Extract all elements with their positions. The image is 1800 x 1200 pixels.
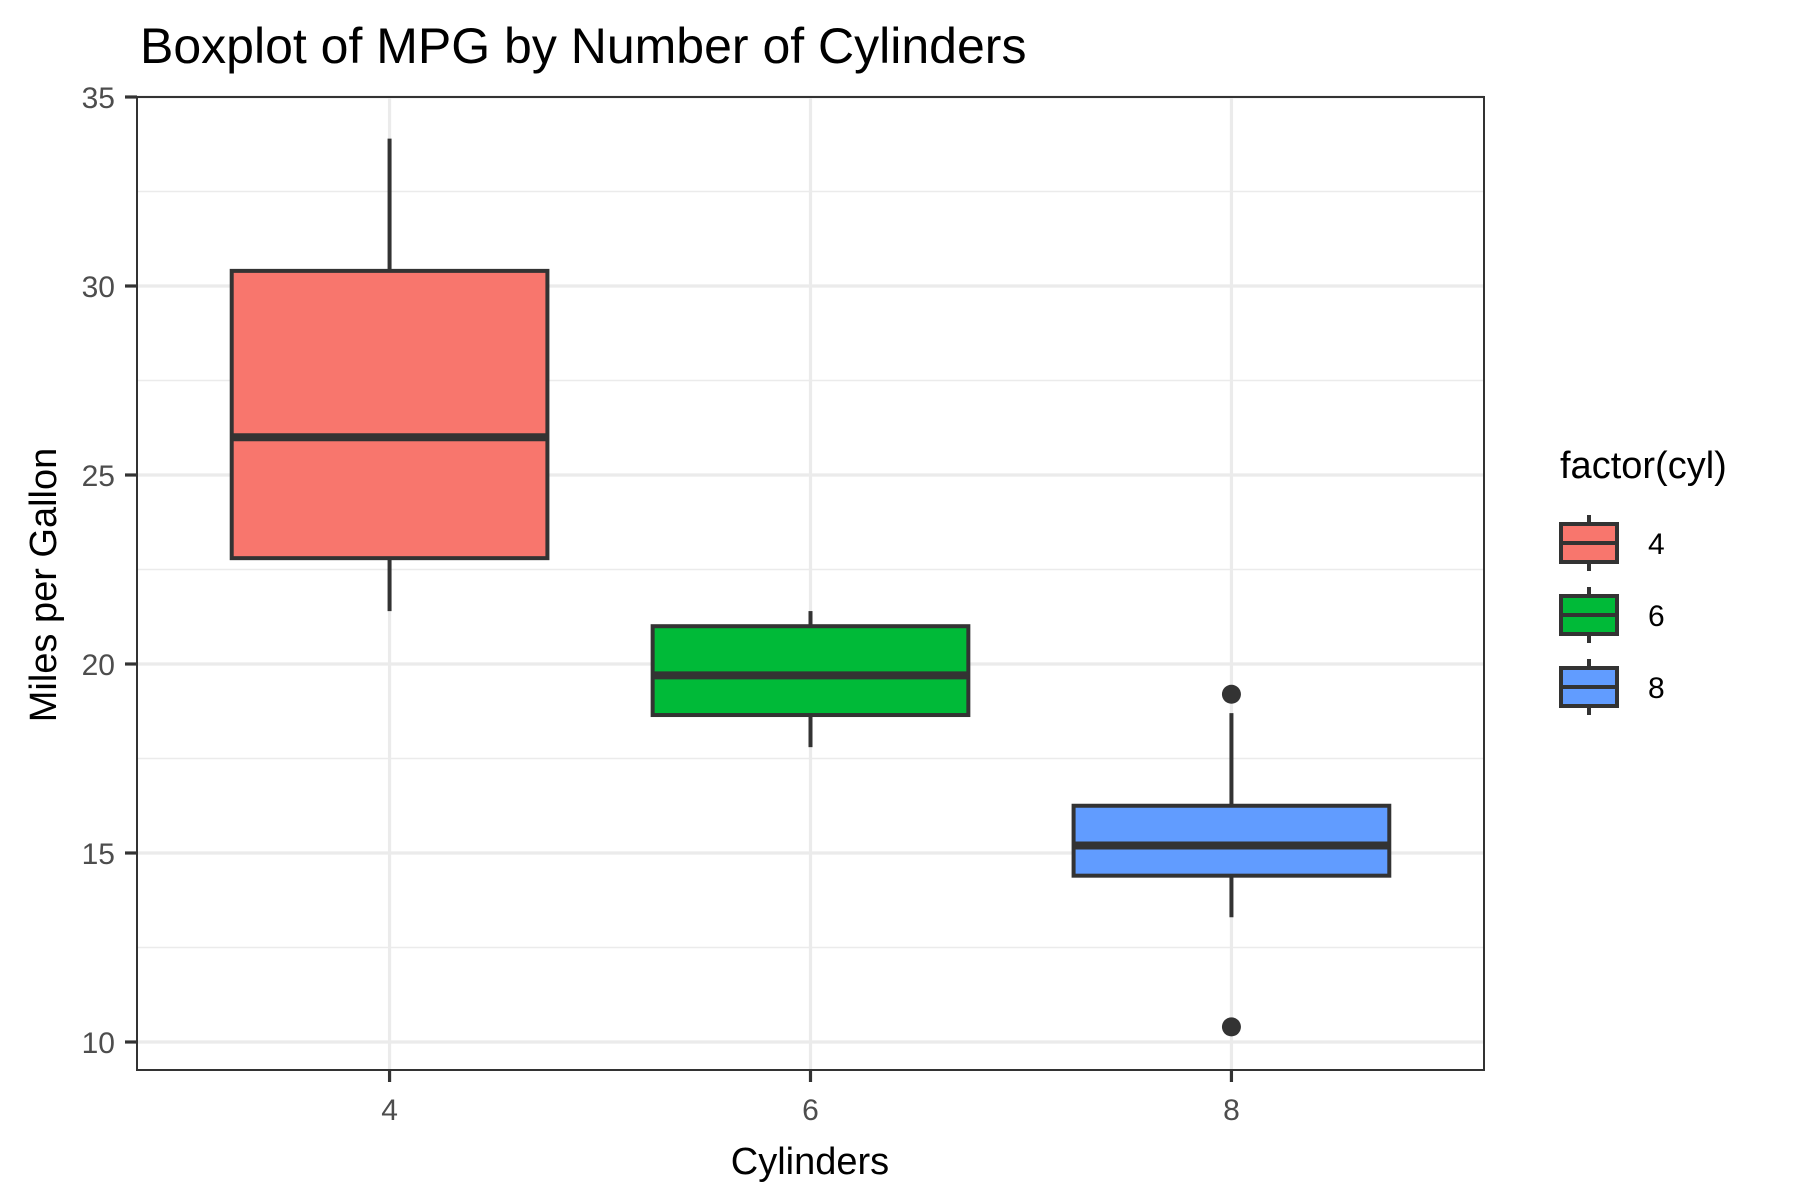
y-tick-label: 20 [82,649,115,682]
iqr-box [229,268,550,561]
box-4 [229,138,550,612]
outlier-point [1221,684,1241,704]
legend-item-4: 4 [1559,515,1665,571]
x-tick-label: 8 [1223,1094,1240,1127]
boxplot-series [229,138,1392,1037]
legend-title: factor(cyl) [1560,445,1727,487]
x-tick-label: 6 [802,1094,819,1127]
legend-item-6: 6 [1559,587,1665,643]
legend-label: 8 [1648,672,1665,705]
y-axis-title: Miles per Gallon [23,448,65,723]
y-tick-label: 35 [82,82,115,115]
outlier-point [1221,1017,1241,1037]
iqr-box [650,624,971,718]
y-tick-label: 25 [82,460,115,493]
legend-label: 6 [1648,600,1665,633]
plot-panel [136,95,1485,1071]
box-8 [1071,684,1392,1037]
x-axis-title: Cylinders [731,1141,889,1183]
legend-item-8: 8 [1559,659,1665,715]
x-tick-label: 4 [381,1094,398,1127]
legend-label: 4 [1648,528,1665,561]
legend-keys: 4 6 8 [1559,515,1665,715]
box-6 [650,611,971,748]
iqr-box [1071,803,1392,878]
chart-title: Boxplot of MPG by Number of Cylinders [140,18,1026,74]
legend: factor(cyl) 4 6 8 [1559,445,1727,715]
x-axis: 4 6 8 [381,1070,1240,1127]
y-axis: 10 15 20 25 30 35 [82,82,137,1060]
y-tick-label: 10 [82,1027,115,1060]
y-tick-label: 15 [82,838,115,871]
y-tick-label: 30 [82,271,115,304]
